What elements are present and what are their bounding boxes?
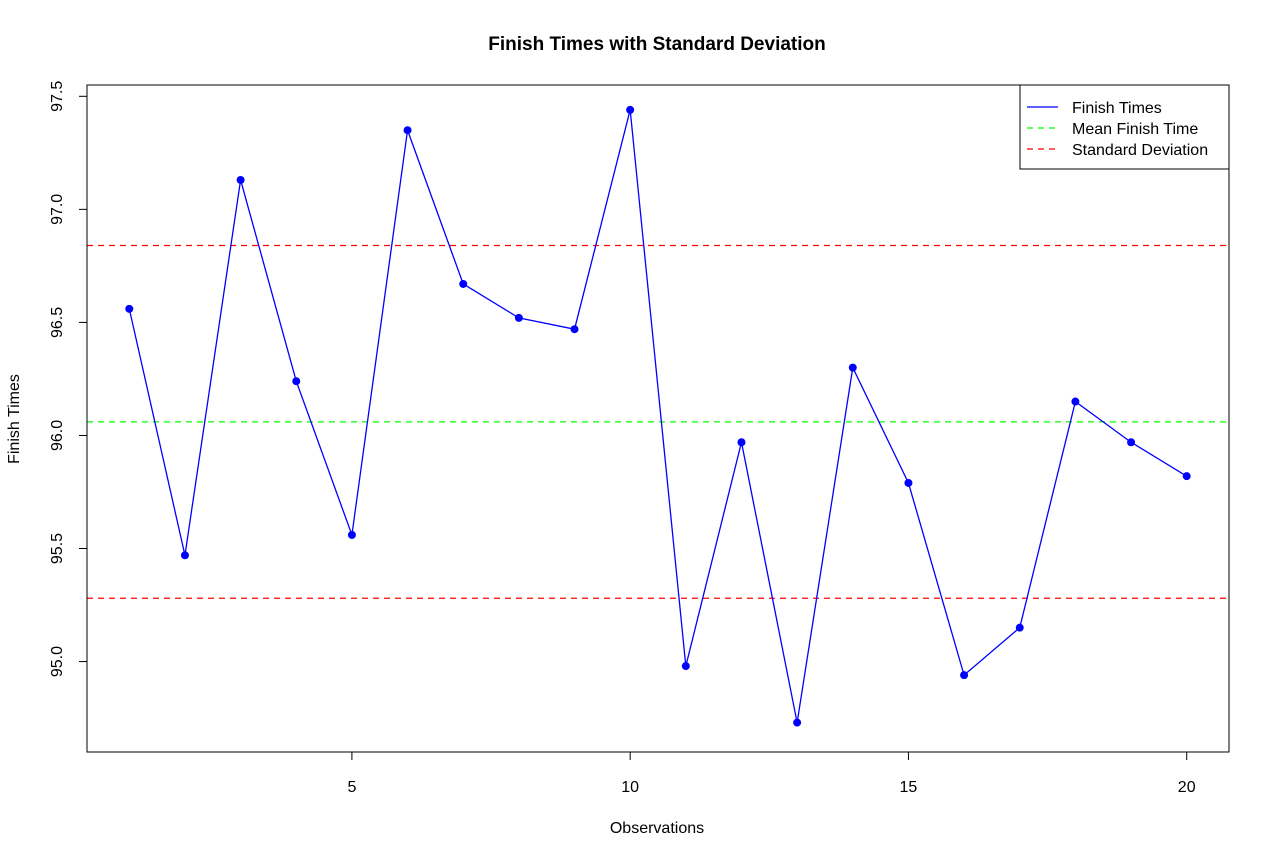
data-point-15 xyxy=(904,478,913,487)
y-tick-label-1: 95.5 xyxy=(49,533,66,564)
series-line-0 xyxy=(128,109,1188,723)
legend: Finish Times Mean Finish Time Standard Dev… xyxy=(1019,84,1230,170)
data-point-6 xyxy=(403,126,412,135)
plot-area xyxy=(87,105,1229,727)
data-point-2 xyxy=(180,551,189,560)
legend-box xyxy=(1019,84,1230,170)
legend-label-2: Standard Deviation xyxy=(1072,142,1208,159)
data-point-18 xyxy=(1071,397,1080,406)
y-tick-label-3: 96.5 xyxy=(49,307,66,338)
data-point-4 xyxy=(292,377,301,386)
data-point-10 xyxy=(626,105,635,114)
x-tick-label-15: 15 xyxy=(900,779,918,796)
y-tick-label-4: 97.0 xyxy=(49,194,66,225)
data-point-12 xyxy=(737,438,746,447)
legend-label-1: Mean Finish Time xyxy=(1072,121,1198,138)
x-tick-label-20: 20 xyxy=(1178,779,1196,796)
data-point-11 xyxy=(681,662,690,671)
y-tick-label-0: 95.0 xyxy=(49,646,66,677)
data-point-8 xyxy=(514,313,523,322)
y-tick-label-2: 96.0 xyxy=(49,420,66,451)
x-tick-label-10: 10 xyxy=(621,779,639,796)
data-point-1 xyxy=(125,304,134,313)
data-point-17 xyxy=(1015,623,1024,632)
x-tick-label-5: 5 xyxy=(347,779,356,796)
data-point-7 xyxy=(459,279,468,288)
y-tick-label-5: 97.5 xyxy=(49,81,66,112)
data-point-14 xyxy=(848,363,857,372)
x-axis-label: Observations xyxy=(610,820,704,837)
data-point-20 xyxy=(1182,472,1191,481)
chart-title: Finish Times with Standard Deviation xyxy=(488,34,825,55)
legend-label-0: Finish Times xyxy=(1072,100,1162,117)
y-axis-label: Finish Times xyxy=(6,374,23,464)
data-point-13 xyxy=(793,718,802,727)
data-point-19 xyxy=(1127,438,1136,447)
data-point-5 xyxy=(347,530,356,539)
plot-frame xyxy=(86,84,1230,753)
data-point-9 xyxy=(570,325,579,334)
data-point-16 xyxy=(960,671,969,680)
data-point-3 xyxy=(236,175,245,184)
